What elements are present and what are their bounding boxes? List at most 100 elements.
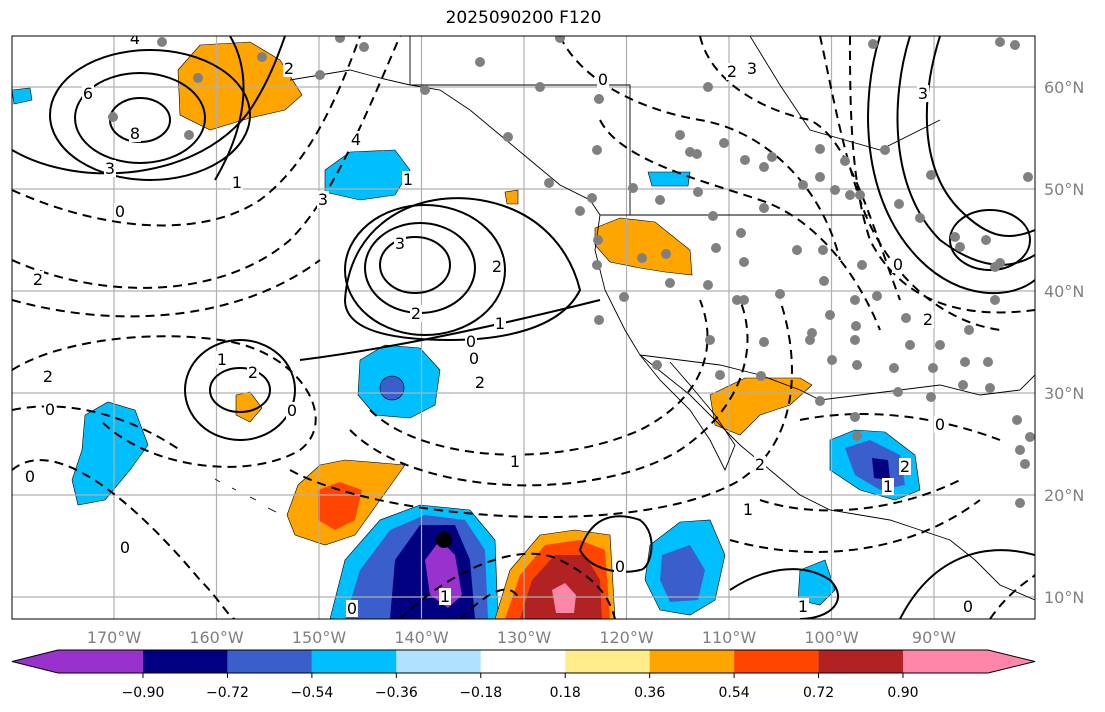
contour-label: 1: [743, 500, 753, 519]
station-marker: [736, 228, 746, 238]
colorbar-tick-label: 0.90: [887, 685, 918, 701]
colorbar-segment: [143, 650, 228, 673]
contour-line: [209, 367, 271, 413]
colorbar-extend-high: [903, 650, 1035, 673]
contour-label: 0: [25, 467, 35, 486]
station-marker: [985, 383, 995, 393]
contour-label-bg: [346, 600, 358, 617]
contour-label: 2: [411, 304, 421, 323]
contour-line: [729, 568, 840, 619]
colorbar-extend-low: [12, 650, 143, 673]
station-marker: [665, 278, 675, 288]
contour-label: 0: [469, 349, 479, 368]
station-marker: [594, 315, 604, 325]
station-marker: [935, 340, 945, 350]
station-marker: [1020, 459, 1030, 469]
station-marker: [193, 73, 203, 83]
longitude-label: 170°W: [87, 628, 142, 647]
negative-anomaly-blob: [647, 171, 691, 187]
contour-line: [12, 36, 361, 227]
colorbar: −0.90 −0.72 −0.54 −0.36 −0.18 0.18 0.36 0.54 0.7…: [11, 649, 1036, 701]
contour-line: [599, 119, 881, 331]
station-marker: [708, 211, 718, 221]
alaska-coast: [409, 36, 1035, 601]
contour-label: 1: [495, 314, 505, 333]
station-marker: [315, 70, 325, 80]
station-marker: [594, 94, 604, 104]
contour-label-bg: [114, 203, 126, 220]
contour-label-bg: [119, 539, 131, 556]
station-marker: [555, 36, 565, 43]
station-marker: [592, 260, 602, 270]
contour-label: 1: [440, 587, 450, 606]
contour-label: 2: [284, 59, 294, 78]
contour-label-bg: [129, 125, 141, 142]
contour-label-bg: [892, 256, 904, 273]
station-marker: [955, 242, 965, 252]
station-marker: [792, 245, 802, 255]
contour-label-bg: [402, 171, 414, 188]
station-marker: [1015, 498, 1025, 508]
baja-coast: [639, 354, 736, 472]
contour-line: [343, 197, 582, 342]
contour-line: [299, 299, 601, 361]
contour-label-bg: [394, 235, 406, 252]
station-marker: [335, 36, 345, 43]
gulf-coast: [819, 374, 1035, 401]
colorbar-segment: [649, 650, 735, 673]
contour-label-bg: [882, 478, 894, 495]
contour-line: [819, 36, 1001, 331]
station-marker: [1023, 172, 1033, 182]
contour-label-bg: [742, 501, 754, 518]
colorbar-tick-label: −0.90: [122, 685, 165, 701]
contour-label: 0: [466, 332, 476, 351]
contour-line: [344, 204, 506, 336]
colorbar-segment: [818, 650, 903, 673]
colorbar-tick-label: −0.72: [206, 685, 249, 701]
station-marker: [807, 328, 817, 338]
longitude-label: 90°W: [912, 628, 956, 647]
contour-label-bg: [32, 271, 44, 288]
colorbar-tick-label: −0.36: [375, 685, 418, 701]
hawaii-islands: [214, 478, 277, 513]
contour-line: [12, 335, 317, 468]
station-marker: [958, 380, 968, 390]
colorbar-tick-label: −0.54: [290, 685, 333, 701]
contour-label: 4: [351, 130, 361, 149]
station-marker: [637, 253, 647, 263]
contour-line: [559, 36, 841, 261]
contour-label-bg: [44, 401, 56, 418]
longitude-label: 140°W: [394, 628, 449, 647]
station-marker: [990, 295, 1000, 305]
contour-label: 1: [232, 173, 242, 192]
positive-anomaly-core: [552, 583, 576, 613]
contour-line: [849, 36, 1035, 314]
station-marker: [775, 289, 785, 299]
contour-label-bg: [494, 315, 506, 332]
station-marker: [850, 335, 860, 345]
station-marker: [759, 337, 769, 347]
contour-line: [989, 574, 1035, 619]
station-marker: [661, 249, 671, 259]
contour-label-bg: [746, 60, 758, 77]
station-marker: [157, 37, 167, 47]
contour-label-bg: [82, 85, 94, 102]
negative-anomaly-core: [425, 540, 462, 608]
station-marker: [575, 206, 585, 216]
station-marker: [628, 183, 638, 193]
station-marker: [675, 130, 685, 140]
contour-line: [214, 36, 245, 181]
station-marker: [852, 360, 862, 370]
contour-label: 2: [475, 373, 485, 392]
positive-anomaly-blob: [594, 217, 693, 276]
negative-anomaly-core: [872, 458, 890, 480]
contour-label-bg: [797, 598, 809, 615]
contour-label-bg: [468, 350, 480, 367]
station-marker: [850, 295, 860, 305]
station-marker: [1025, 432, 1035, 442]
longitude-label: 150°W: [292, 628, 347, 647]
storm-center-marker: [436, 532, 452, 548]
contour-label-bg: [283, 60, 295, 77]
station-marker: [739, 295, 749, 305]
contour-label: 1: [798, 597, 808, 616]
